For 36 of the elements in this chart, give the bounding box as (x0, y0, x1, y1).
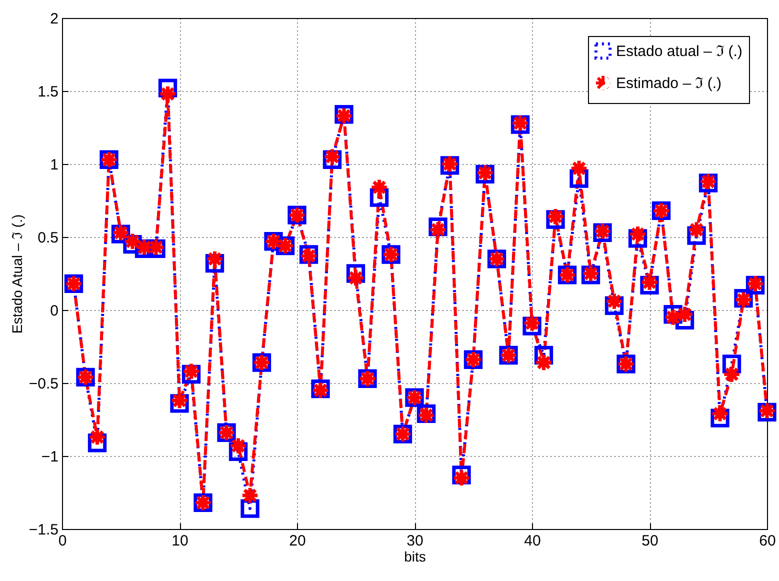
y-tick-label: 0.5 (38, 230, 58, 246)
legend-label: Estado atual – ℑ (.) (616, 43, 742, 60)
point (452, 468, 471, 488)
point (546, 207, 565, 226)
point (123, 232, 142, 251)
point (522, 314, 542, 332)
x-tick-label: 50 (642, 532, 658, 550)
point (428, 220, 448, 240)
x-tick-label: 60 (759, 532, 776, 550)
point (240, 486, 260, 505)
point (346, 268, 366, 288)
point (722, 364, 742, 384)
point (628, 224, 648, 244)
x-tick-label: 30 (406, 532, 424, 550)
point (687, 220, 706, 240)
point (228, 436, 248, 456)
x-tick-label: 20 (289, 532, 306, 550)
y-tick-label: 2 (50, 10, 58, 28)
y-axis-title: Estado Atual – ℑ (.) (8, 214, 25, 334)
point (710, 404, 730, 423)
point (170, 391, 189, 410)
point (182, 362, 201, 381)
legend-label: Estimado – ℑ (.) (616, 75, 722, 92)
y-tick-label: −1.5 (28, 522, 58, 538)
x-tick-label: 40 (524, 532, 541, 550)
y-tick-label: 0 (50, 302, 58, 320)
point (322, 147, 342, 166)
x-axis-title: bits (404, 548, 426, 564)
x-tick-label: 10 (172, 532, 188, 550)
point (604, 292, 624, 311)
point (88, 428, 107, 446)
y-tick-label: −1 (41, 448, 58, 466)
y-tick-label: 1 (50, 156, 58, 174)
y-tick-label: −0.5 (28, 376, 58, 392)
y-tick-label: 1.5 (38, 84, 58, 100)
point (570, 159, 588, 178)
